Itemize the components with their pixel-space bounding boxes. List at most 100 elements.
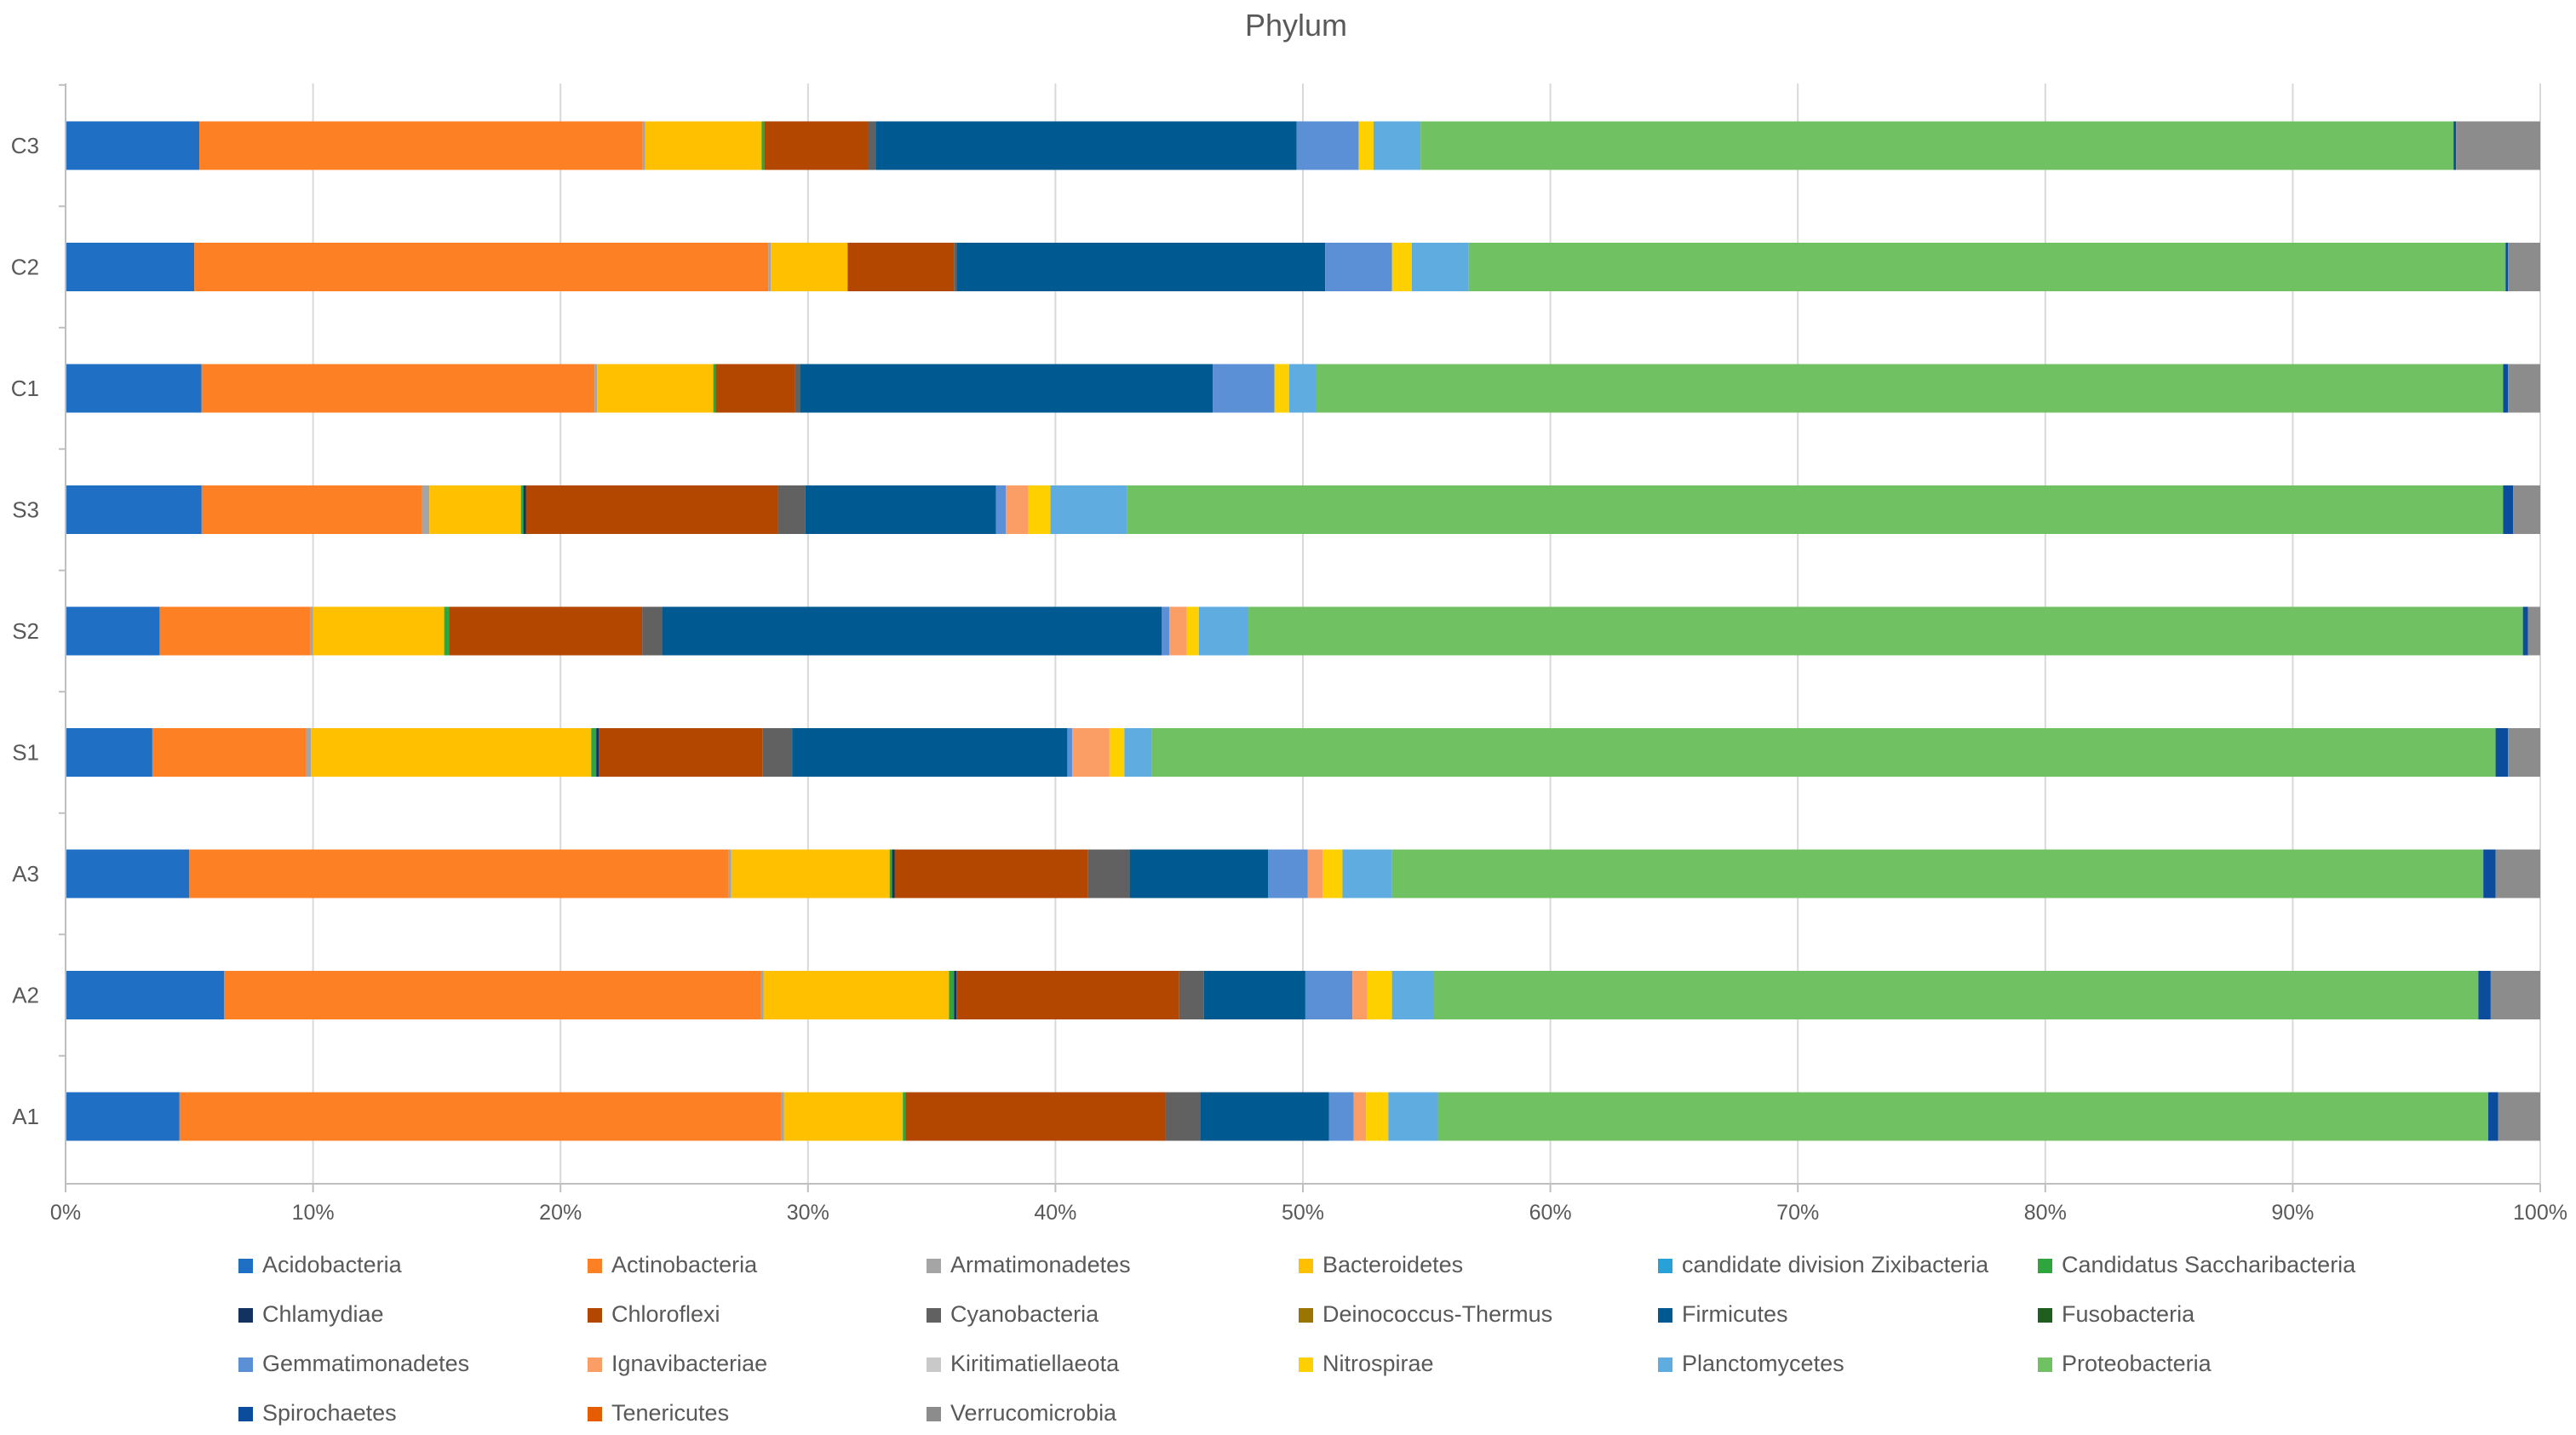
legend-label: Gemmatimonadetes	[262, 1351, 469, 1376]
bar-segment-bacteroidetes-s3	[429, 485, 521, 534]
legend-swatch	[238, 1358, 253, 1372]
bar-segment-candidatus-saccharibacteria-a3	[889, 849, 892, 898]
bar-segment-verrucomicrobia-a3	[2495, 849, 2540, 898]
bar-segment-bacteroidetes-a1	[783, 1092, 904, 1141]
bar-segment-nitrospirae-a3	[1322, 849, 1343, 898]
legend-item: Verrucomicrobia	[927, 1400, 1117, 1426]
bar-segment-proteobacteria-a3	[1391, 849, 2484, 898]
x-tick-label: 40%	[1034, 1201, 1076, 1225]
bar-segment-nitrospirae-c2	[1391, 243, 1412, 291]
x-tick-label: 0%	[50, 1201, 81, 1225]
category-label: A3	[12, 861, 39, 887]
bar-segment-acidobacteria-s3	[66, 485, 202, 534]
bar-segment-candidatus-saccharibacteria-a1	[903, 1092, 906, 1141]
legend-item: Deinococcus-Thermus	[1299, 1301, 1552, 1327]
bar-segment-armatimonadetes-c2	[768, 243, 772, 291]
bar-segment-gemmatimonadetes-c3	[1296, 121, 1359, 170]
legend-item: Cyanobacteria	[927, 1301, 1099, 1327]
legend-swatch	[1658, 1308, 1672, 1323]
bar-segment-planctomycetes-a1	[1388, 1092, 1438, 1141]
bar-segment-planctomycetes-a3	[1342, 849, 1392, 898]
bar-segment-nitrospirae-c3	[1358, 121, 1374, 170]
bar-segment-armatimonadetes-c3	[642, 121, 645, 170]
bar-segment-gemmatimonadetes-a1	[1328, 1092, 1354, 1141]
bar-segment-candidatus-saccharibacteria-c3	[761, 121, 765, 170]
bar-segment-armatimonadetes-s1	[306, 728, 312, 777]
legend-item: Chloroflexi	[588, 1301, 720, 1327]
bar-segment-cyanobacteria-s3	[777, 485, 806, 534]
bar-segment-gemmatimonadetes-s2	[1162, 606, 1170, 656]
bar-segment-actinobacteria-s2	[159, 606, 311, 656]
legend-item: Fusobacteria	[2038, 1301, 2195, 1327]
bar-segment-candidatus-saccharibacteria-s3	[520, 485, 524, 534]
legend-item: Acidobacteria	[238, 1252, 403, 1277]
legend-label: Kiritimatiellaeota	[950, 1351, 1120, 1376]
bar-segment-proteobacteria-a2	[1434, 971, 2479, 1019]
legend-item: Gemmatimonadetes	[238, 1351, 469, 1376]
bar-segment-spirochaetes-c2	[2505, 243, 2509, 291]
bar-segment-chlamydiae-a3	[892, 849, 895, 898]
bar-segment-spirochaetes-s2	[2522, 606, 2528, 656]
bar-segment-firmicutes-a1	[1200, 1092, 1329, 1141]
bar-segment-nitrospirae-c1	[1274, 364, 1290, 413]
bar-segment-acidobacteria-s2	[66, 606, 160, 656]
bar-segment-proteobacteria-s3	[1127, 485, 2504, 534]
legend-swatch	[588, 1358, 602, 1372]
legend-label: Cyanobacteria	[950, 1301, 1099, 1327]
bar-segment-actinobacteria-c2	[194, 243, 769, 291]
bar-segment-nitrospirae-s3	[1028, 485, 1051, 534]
bar-segment-acidobacteria-c1	[66, 364, 202, 413]
legend-swatch	[2038, 1358, 2052, 1372]
legend-swatch	[588, 1308, 602, 1323]
bar-segment-actinobacteria-s3	[201, 485, 422, 534]
bar-segment-candidatus-saccharibacteria-s2	[444, 606, 450, 656]
bar-segment-chloroflexi-c2	[847, 243, 955, 291]
bar-segment-bacteroidetes-s1	[311, 728, 592, 777]
bar-segment-spirochaetes-a3	[2483, 849, 2496, 898]
category-label: C3	[11, 133, 39, 158]
bar-segment-gemmatimonadetes-a3	[1268, 849, 1308, 898]
bar-segment-gemmatimonadetes-a2	[1305, 971, 1353, 1019]
legend-label: Ignavibacteriae	[611, 1351, 767, 1376]
bar-segment-gemmatimonadetes-c2	[1325, 243, 1392, 291]
legend-item: Proteobacteria	[2038, 1351, 2212, 1376]
bar-segment-proteobacteria-s1	[1151, 728, 2496, 777]
bar-segment-candidatus-saccharibacteria-a2	[949, 971, 955, 1019]
x-tick-label: 20%	[539, 1201, 582, 1225]
bar-segment-bacteroidetes-c2	[771, 243, 848, 291]
bar-segment-chloroflexi-a2	[956, 971, 1179, 1019]
bar-segment-cyanobacteria-s1	[762, 728, 793, 777]
bar-segment-chlamydiae-a2	[954, 971, 957, 1019]
bar-segment-armatimonadetes-a3	[728, 849, 731, 898]
bar-segment-proteobacteria-c2	[1468, 243, 2506, 291]
legend-swatch	[1299, 1308, 1313, 1323]
bar-segment-verrucomicrobia-c1	[2508, 364, 2540, 413]
x-axis: 0% 10% 20% 30% 40% 50% 60% 70% 80% 90% 100%	[50, 1183, 2567, 1225]
legend-label: Actinobacteria	[611, 1252, 758, 1277]
bar-segment-actinobacteria-a1	[179, 1092, 782, 1141]
legend-item: Kiritimatiellaeota	[927, 1351, 1120, 1376]
legend-label: candidate division Zixibacteria	[1682, 1252, 1989, 1277]
legend-swatch	[588, 1259, 602, 1273]
bar-segment-armatimonadetes-a1	[781, 1092, 784, 1141]
bar-segment-bacteroidetes-a3	[731, 849, 890, 898]
bar-segment-nitrospirae-s2	[1186, 606, 1199, 656]
bar-segment-ignavibacteriae-s1	[1072, 728, 1110, 777]
bar-segment-cyanobacteria-c3	[868, 121, 876, 170]
bar-segment-planctomycetes-s3	[1050, 485, 1127, 534]
bar-segment-spirochaetes-s1	[2495, 728, 2509, 777]
legend-swatch	[238, 1407, 253, 1421]
bar-segment-bacteroidetes-a2	[763, 971, 950, 1019]
bar-segment-candidatus-saccharibacteria-c1	[713, 364, 716, 413]
bar-segment-verrucomicrobia-c3	[2456, 121, 2540, 170]
legend-item: Ignavibacteriae	[588, 1351, 767, 1376]
legend-item: Chlamydiae	[238, 1301, 384, 1327]
bar-segment-verrucomicrobia-s2	[2527, 606, 2540, 656]
legend-swatch	[238, 1308, 253, 1323]
legend-swatch	[927, 1308, 941, 1323]
bar-segment-firmicutes-a2	[1203, 971, 1305, 1019]
y-axis: C3 C2 C1 S3 S2 S1 A3 A2 A1	[11, 83, 66, 1184]
bar-segment-spirochaetes-c3	[2453, 121, 2457, 170]
category-label: S2	[12, 618, 39, 644]
bar-segment-actinobacteria-c3	[199, 121, 643, 170]
